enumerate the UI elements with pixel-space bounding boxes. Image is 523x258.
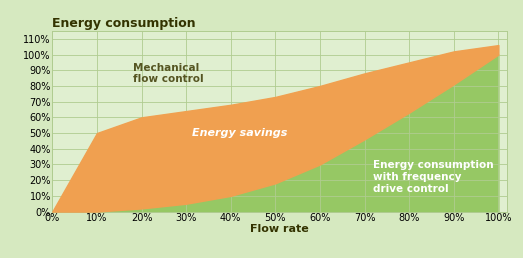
Text: Energy consumption
with frequency
drive control: Energy consumption with frequency drive … bbox=[373, 160, 494, 194]
Text: Mechanical
flow control: Mechanical flow control bbox=[133, 62, 203, 84]
X-axis label: Flow rate: Flow rate bbox=[251, 224, 309, 234]
Text: Energy savings: Energy savings bbox=[192, 128, 287, 138]
Text: Energy consumption: Energy consumption bbox=[52, 17, 196, 30]
